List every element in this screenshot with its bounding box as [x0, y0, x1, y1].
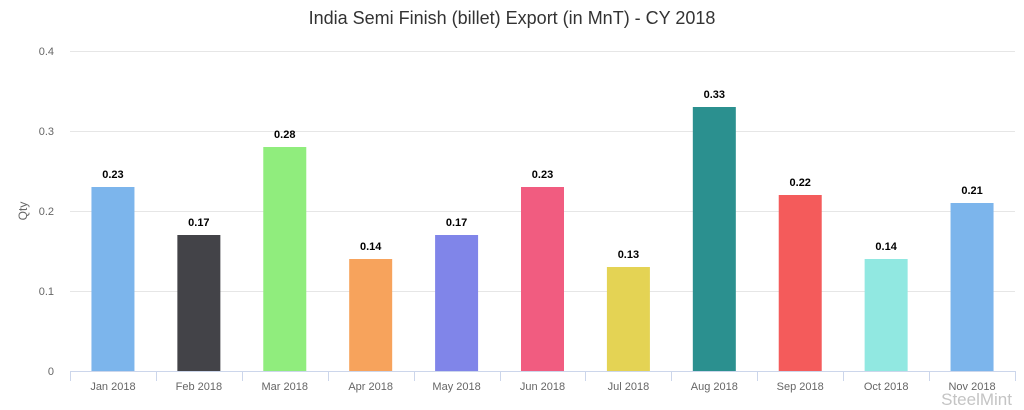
data-label: 0.28 [274, 129, 295, 141]
data-label: 0.33 [704, 89, 725, 101]
y-tick-label: 0.1 [39, 286, 54, 298]
bar [950, 203, 994, 371]
bar [349, 259, 393, 371]
bars [91, 107, 994, 371]
x-tick-label: Feb 2018 [176, 381, 222, 393]
data-label: 0.21 [961, 185, 982, 197]
data-label: 0.14 [875, 241, 897, 253]
bar [864, 259, 908, 371]
data-labels: 0.23 0.17 0.28 0.14 0.17 0.23 0.13 0.33 0.22 0.14… [102, 89, 983, 261]
x-tick-label: Jul 2018 [608, 381, 650, 393]
bar [778, 195, 822, 371]
bar [692, 107, 736, 371]
data-label: 0.23 [532, 169, 553, 181]
data-label: 0.14 [360, 241, 382, 253]
data-label: 0.17 [188, 217, 209, 229]
y-tick-label: 0.4 [39, 46, 54, 58]
bar [177, 235, 221, 371]
x-tick-label: Nov 2018 [948, 381, 995, 393]
bar [91, 187, 135, 371]
bar [606, 267, 650, 371]
x-axis-ticks: Jan 2018 Feb 2018 Mar 2018 Apr 2018 May 2018… [70, 371, 1016, 393]
x-tick-label: Sep 2018 [777, 381, 824, 393]
data-label: 0.17 [446, 217, 467, 229]
x-tick-label: Jan 2018 [90, 381, 135, 393]
bar [435, 235, 479, 371]
y-tick-label: 0.3 [39, 126, 54, 138]
y-tick-label: 0 [48, 366, 54, 378]
x-tick-label: Aug 2018 [691, 381, 738, 393]
data-label: 0.22 [790, 177, 811, 189]
y-axis-label: Qty [16, 202, 30, 221]
bar [263, 147, 307, 371]
y-tick-label: 0.2 [39, 206, 54, 218]
x-tick-label: Oct 2018 [864, 381, 909, 393]
watermark-logo: SteelMint [941, 390, 1012, 409]
x-tick-label: Jun 2018 [520, 381, 565, 393]
y-axis-ticks: 0 0.1 0.2 0.3 0.4 [39, 46, 54, 378]
bar [521, 187, 564, 371]
x-tick-label: Apr 2018 [348, 381, 393, 393]
data-label: 0.13 [618, 249, 639, 261]
x-tick-label: Mar 2018 [262, 381, 308, 393]
x-tick-label: May 2018 [432, 381, 480, 393]
chart-title: India Semi Finish (billet) Export (in Mn… [309, 8, 716, 28]
data-label: 0.23 [102, 169, 123, 181]
